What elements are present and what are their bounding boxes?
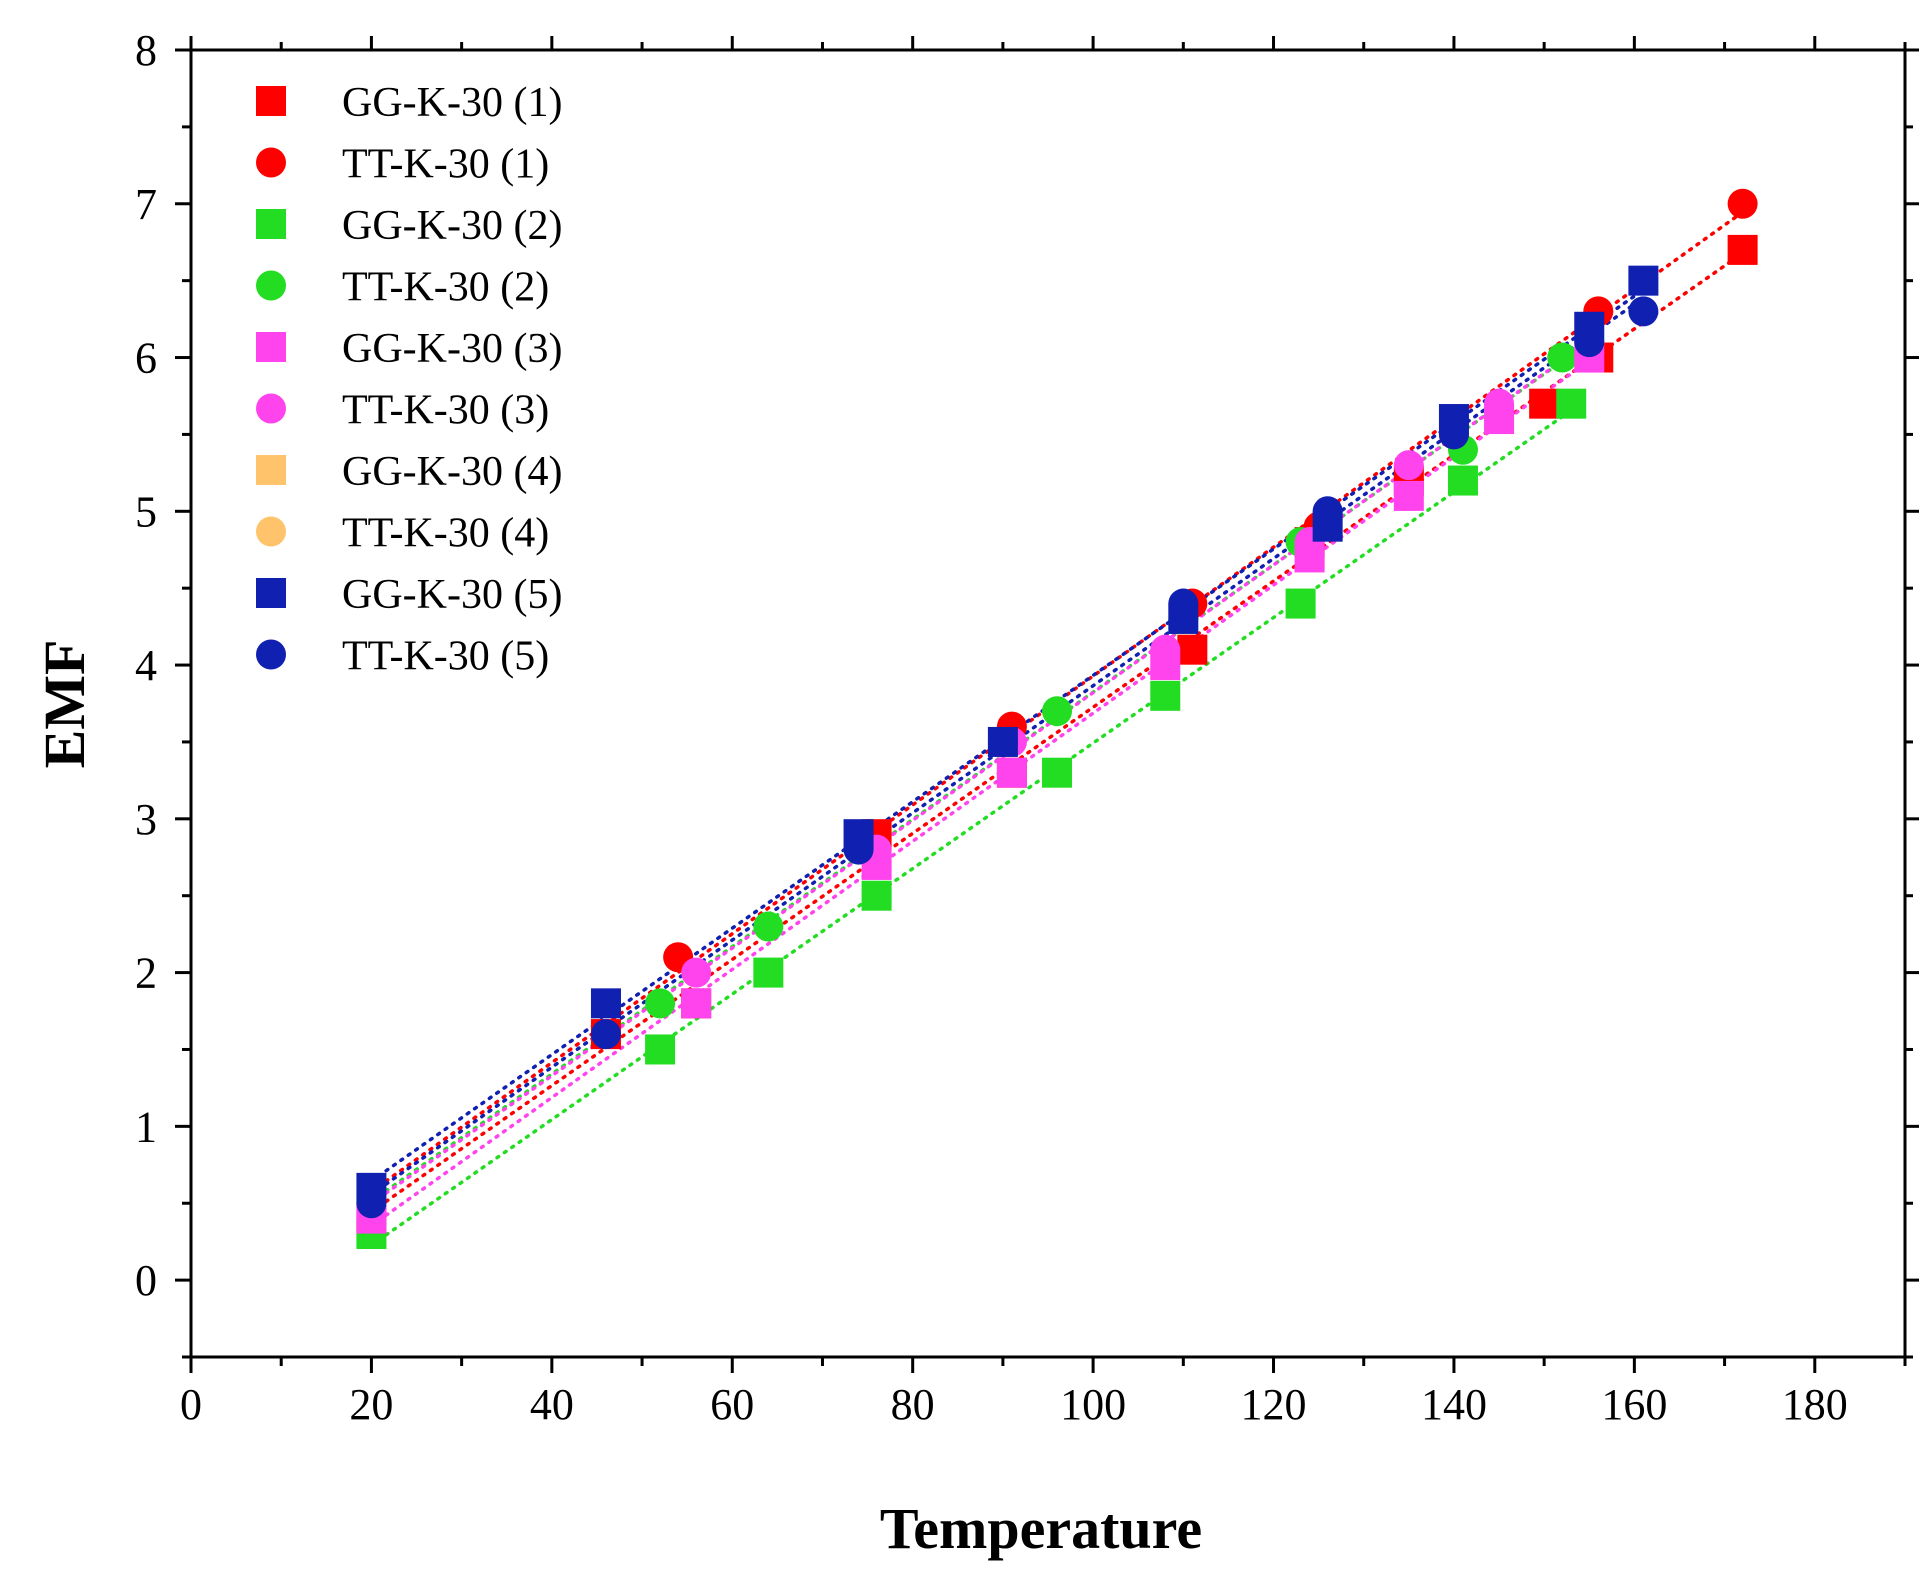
legend-label: TT-K-30 (1) xyxy=(342,142,549,188)
legend-marker xyxy=(256,147,286,178)
data-point xyxy=(1042,696,1073,727)
x-tick-label: 100 xyxy=(1060,1380,1126,1429)
data-point xyxy=(1529,388,1560,419)
data-point xyxy=(1547,342,1578,373)
data-point xyxy=(590,988,621,1019)
x-tick-label: 20 xyxy=(349,1380,393,1429)
y-axis-title: EMF xyxy=(32,640,97,769)
data-point xyxy=(681,957,712,988)
y-tick-label: 6 xyxy=(135,334,157,383)
trendlines xyxy=(369,210,1745,1247)
trendline xyxy=(369,339,1592,1206)
legend-marker xyxy=(256,516,286,547)
x-tick-label: 160 xyxy=(1601,1380,1667,1429)
data-point xyxy=(1177,634,1208,665)
data-point xyxy=(1150,634,1181,665)
x-axis-title: Temperature xyxy=(880,1496,1202,1561)
data-point xyxy=(1484,388,1515,419)
data-point xyxy=(1727,234,1758,265)
legend-label: TT-K-30 (4) xyxy=(342,511,549,557)
data-point xyxy=(681,988,712,1019)
legend-marker xyxy=(256,455,286,485)
y-tick-label: 8 xyxy=(135,26,157,75)
data-point xyxy=(1727,188,1758,219)
legend-marker xyxy=(256,578,286,608)
x-tick-label: 80 xyxy=(891,1380,935,1429)
data-point xyxy=(1393,480,1424,511)
x-tick-label: 0 xyxy=(180,1380,202,1429)
y-tick-label: 1 xyxy=(135,1102,157,1151)
data-point xyxy=(753,911,784,942)
x-tick-label: 180 xyxy=(1782,1380,1848,1429)
trendline xyxy=(369,359,1592,1228)
legend: GG-K-30 (1) TT-K-30 (1) GG-K-30 (2) TT-K-30… xyxy=(256,80,562,680)
data-point xyxy=(1438,419,1469,450)
legend-label: GG-K-30 (2) xyxy=(342,203,562,249)
trendline xyxy=(369,251,1745,1214)
data-point xyxy=(1447,465,1478,496)
data-point xyxy=(1168,588,1199,619)
legend-label: TT-K-30 (5) xyxy=(342,634,549,680)
data-point xyxy=(1312,496,1343,527)
y-tick-label: 5 xyxy=(135,487,157,536)
data-point xyxy=(861,880,892,911)
data-point xyxy=(1574,327,1605,358)
legend-label: GG-K-30 (5) xyxy=(342,572,562,618)
data-point xyxy=(1393,450,1424,481)
data-point xyxy=(645,1034,676,1065)
data-points xyxy=(356,188,1758,1249)
legend-label: TT-K-30 (2) xyxy=(342,265,549,311)
data-point xyxy=(1628,296,1659,327)
legend-label: GG-K-30 (1) xyxy=(342,80,562,126)
y-axis: 0 1 2 3 4 5 6 7 8 xyxy=(135,26,1919,1359)
x-tick-label: 120 xyxy=(1241,1380,1307,1429)
legend-label: TT-K-30 (3) xyxy=(342,388,549,434)
legend-label: GG-K-30 (4) xyxy=(342,449,562,495)
legend-marker xyxy=(256,270,286,301)
data-point xyxy=(590,1019,621,1050)
x-tick-label: 40 xyxy=(530,1380,574,1429)
legend-marker xyxy=(256,86,286,116)
data-point xyxy=(356,1188,387,1219)
y-tick-label: 4 xyxy=(135,641,157,690)
y-tick-label: 7 xyxy=(135,180,157,229)
legend-label: GG-K-30 (3) xyxy=(342,326,562,372)
data-point xyxy=(843,834,874,865)
data-point xyxy=(996,757,1027,788)
data-point xyxy=(1556,388,1587,419)
y-tick-label: 0 xyxy=(135,1256,157,1305)
x-tick-label: 60 xyxy=(710,1380,754,1429)
plot-area xyxy=(189,48,1907,1359)
y-tick-label: 2 xyxy=(135,949,157,998)
legend-marker xyxy=(256,209,286,239)
data-point xyxy=(1150,680,1181,711)
data-point xyxy=(987,726,1018,757)
data-point xyxy=(645,988,676,1019)
trendline xyxy=(369,296,1646,1197)
data-point xyxy=(1042,757,1073,788)
legend-marker xyxy=(256,393,286,424)
x-axis: 0 20 40 60 80 100 120 140 160 180 xyxy=(180,36,1907,1429)
trendline xyxy=(369,408,1573,1247)
data-point xyxy=(753,957,784,988)
legend-marker xyxy=(256,332,286,362)
legend-marker xyxy=(256,639,286,670)
y-tick-label: 3 xyxy=(135,795,157,844)
plot-frame xyxy=(189,48,1907,1359)
data-point xyxy=(1628,265,1659,296)
data-point xyxy=(1285,588,1316,619)
x-tick-label: 140 xyxy=(1421,1380,1487,1429)
